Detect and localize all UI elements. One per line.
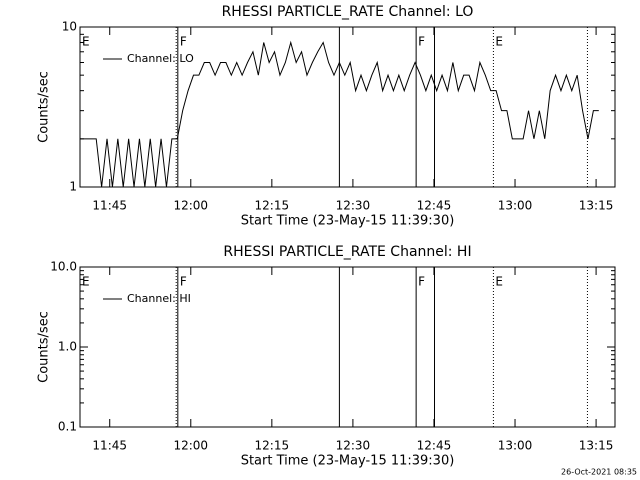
- event-label: E: [495, 35, 503, 49]
- x-tick-label: 12:15: [255, 439, 290, 453]
- legend-label: Channel: LO: [127, 52, 194, 65]
- x-tick-label: 12:45: [417, 439, 452, 453]
- x-tick-label: 12:45: [417, 199, 452, 213]
- x-tick-label: 12:30: [336, 439, 371, 453]
- data-line: [80, 40, 599, 188]
- footer: 26-Oct-2021 08:35: [561, 468, 637, 477]
- event-label: F: [418, 35, 425, 49]
- x-axis-label: Start Time (23-May-15 11:39:30): [241, 454, 455, 469]
- event-label: F: [180, 35, 187, 49]
- x-tick-label: 11:45: [92, 199, 127, 213]
- x-tick-label: 13:15: [579, 199, 614, 213]
- x-tick-label: 12:30: [336, 199, 371, 213]
- y-tick-label: 1: [69, 180, 77, 194]
- chart-title: RHESSI PARTICLE_RATE Channel: LO: [222, 4, 474, 20]
- y-axis-label: Counts/sec: [37, 311, 52, 383]
- x-tick-label: 13:00: [498, 439, 533, 453]
- legend-label: Channel: HI: [127, 292, 191, 305]
- x-tick-label: 12:00: [173, 199, 208, 213]
- y-tick-label: 10: [62, 20, 77, 34]
- y-axis-label: Counts/sec: [37, 71, 52, 143]
- plot-frame: [79, 26, 616, 188]
- x-tick-label: 13:15: [579, 439, 614, 453]
- y-tick-label: 1.0: [58, 340, 77, 354]
- x-tick-label: 12:15: [255, 199, 290, 213]
- event-label: E: [82, 275, 90, 289]
- event-label: F: [180, 275, 187, 289]
- x-tick-label: 12:00: [173, 439, 208, 453]
- x-tick-label: 13:00: [498, 199, 533, 213]
- event-label: E: [495, 275, 503, 289]
- y-tick-label: 0.1: [58, 420, 77, 434]
- event-label: E: [82, 35, 90, 49]
- x-tick-label: 11:45: [92, 439, 127, 453]
- chart-title: RHESSI PARTICLE_RATE Channel: HI: [223, 244, 471, 260]
- event-label: F: [418, 275, 425, 289]
- x-axis-label: Start Time (23-May-15 11:39:30): [241, 214, 455, 229]
- y-tick-label: 10.0: [50, 260, 77, 274]
